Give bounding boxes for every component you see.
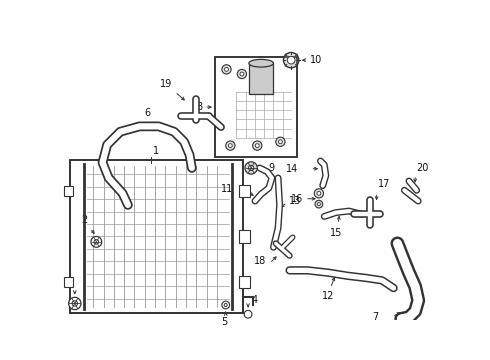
- Circle shape: [318, 203, 320, 206]
- Text: 11: 11: [221, 184, 233, 194]
- Circle shape: [255, 144, 259, 148]
- Circle shape: [283, 53, 299, 68]
- Circle shape: [240, 72, 244, 76]
- Text: 7: 7: [372, 312, 378, 322]
- Ellipse shape: [249, 59, 273, 67]
- Bar: [215, 57, 297, 157]
- Circle shape: [237, 69, 246, 78]
- Circle shape: [69, 297, 81, 310]
- Circle shape: [278, 140, 282, 144]
- Bar: [215, 57, 297, 157]
- Text: 8: 8: [196, 102, 203, 112]
- Text: 17: 17: [378, 180, 391, 189]
- Circle shape: [317, 192, 321, 195]
- Circle shape: [248, 165, 254, 171]
- Circle shape: [226, 141, 235, 150]
- Text: 15: 15: [330, 228, 343, 238]
- Text: 14: 14: [286, 164, 298, 174]
- Text: 20: 20: [416, 163, 429, 172]
- Text: 13: 13: [289, 196, 301, 206]
- Text: 9: 9: [268, 163, 274, 173]
- Text: 6: 6: [145, 108, 151, 118]
- Text: 2: 2: [81, 215, 87, 225]
- Circle shape: [91, 237, 102, 247]
- Text: 16: 16: [291, 194, 303, 204]
- Circle shape: [276, 137, 285, 147]
- Bar: [239, 276, 249, 288]
- Bar: [70, 160, 243, 313]
- Bar: [64, 186, 74, 195]
- Circle shape: [244, 310, 252, 318]
- Circle shape: [224, 303, 227, 306]
- Text: 5: 5: [221, 317, 227, 327]
- Text: 1: 1: [152, 145, 159, 156]
- Bar: [239, 230, 249, 243]
- Text: 18: 18: [254, 256, 267, 266]
- Circle shape: [222, 65, 231, 74]
- Bar: [249, 63, 273, 94]
- Circle shape: [253, 141, 262, 150]
- Bar: [64, 277, 74, 287]
- Text: 4: 4: [251, 294, 257, 305]
- Bar: [70, 160, 243, 313]
- Circle shape: [228, 144, 232, 148]
- Text: 12: 12: [322, 291, 334, 301]
- Bar: [239, 185, 249, 197]
- Circle shape: [314, 189, 323, 198]
- Circle shape: [72, 301, 77, 306]
- Circle shape: [94, 239, 98, 244]
- Text: 10: 10: [310, 55, 322, 65]
- Circle shape: [222, 301, 229, 309]
- Circle shape: [315, 200, 323, 208]
- Text: 19: 19: [160, 78, 172, 89]
- Text: 3: 3: [66, 277, 72, 287]
- Circle shape: [224, 67, 228, 71]
- Circle shape: [245, 162, 257, 174]
- Circle shape: [287, 56, 295, 64]
